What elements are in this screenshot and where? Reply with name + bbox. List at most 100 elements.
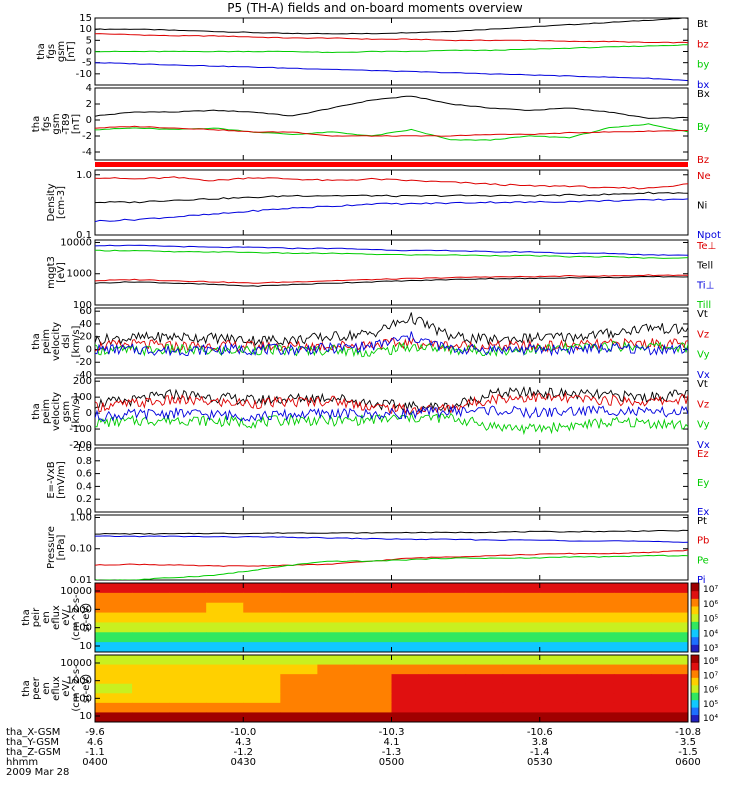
ytick-label: 100 xyxy=(73,623,92,634)
ytick-label: 1.0 xyxy=(76,170,92,181)
heat-cell xyxy=(280,622,318,633)
heat-cell xyxy=(206,655,244,666)
series-Vt xyxy=(95,385,688,414)
heat-cell xyxy=(391,612,430,623)
heat-cell xyxy=(354,683,392,694)
ylabel-line: [nT] xyxy=(66,41,77,61)
heat-cell xyxy=(650,592,689,604)
colorbar-frame xyxy=(690,654,700,723)
heat-cell xyxy=(206,712,244,723)
heat-cell xyxy=(465,592,504,604)
series-bx xyxy=(95,62,688,82)
colorbar-segment xyxy=(691,583,699,592)
heat-cell xyxy=(576,712,615,723)
heat-cell xyxy=(169,664,207,675)
ephemeris-value: -10.6 xyxy=(527,727,553,738)
heat-cell xyxy=(206,612,244,623)
ephemeris-value: -1.5 xyxy=(678,747,698,758)
ytick-label: 20 xyxy=(79,332,92,343)
legend-Bt: Bt xyxy=(697,19,708,30)
heat-cell xyxy=(95,642,133,653)
ephemeris-value: 0600 xyxy=(675,757,700,768)
colorbar-segment xyxy=(691,613,699,622)
heat-cell xyxy=(354,642,392,653)
heat-cell xyxy=(465,683,504,694)
legend-Ni: Ni xyxy=(697,201,707,212)
ephemeris-value: -9.6 xyxy=(85,727,105,738)
heat-cell xyxy=(317,642,355,653)
heat-cell xyxy=(169,702,207,713)
heat-cell xyxy=(243,632,281,643)
ylabel-p6: thapeimvelocitygsm[km/s] xyxy=(31,392,82,431)
heat-cell xyxy=(243,592,281,604)
ylabel-line: tha xyxy=(36,43,47,59)
ylabel-line: [km/s] xyxy=(71,395,82,427)
heat-cell xyxy=(132,602,170,614)
heat-cell xyxy=(428,674,467,685)
ytick-label: 0.8 xyxy=(76,456,92,467)
heat-cell xyxy=(317,622,355,633)
heat-cell xyxy=(169,622,207,633)
legend-Pe: Pe xyxy=(697,555,709,566)
heat-cell xyxy=(428,712,467,723)
panel-frame xyxy=(94,447,689,513)
colorbar-label: 10³ xyxy=(703,644,718,654)
ylabel-line: [eV] xyxy=(56,262,67,283)
heat-cell xyxy=(280,693,318,704)
colorbar-segment xyxy=(691,669,699,678)
heat-cell xyxy=(354,592,392,604)
heat-cell xyxy=(169,683,207,694)
ephemeris-value: 4.1 xyxy=(384,737,400,748)
ytick-label: 0.4 xyxy=(76,481,92,492)
series-Vt xyxy=(95,312,688,347)
heat-cell xyxy=(280,612,318,623)
heat-cell xyxy=(465,664,504,675)
ytick-label: 100 xyxy=(73,300,92,311)
heat-cell xyxy=(576,632,615,643)
colorbar-label: 10⁵ xyxy=(703,700,718,710)
heat-cell xyxy=(539,592,578,604)
heat-cell xyxy=(465,632,504,643)
ytick-label: 10000 xyxy=(60,237,92,248)
heat-cell xyxy=(354,583,392,594)
heat-cell xyxy=(317,655,355,666)
ephemeris-value: 0530 xyxy=(527,757,552,768)
heat-cell xyxy=(539,712,578,723)
heat-cell xyxy=(354,702,392,713)
heat-cell xyxy=(132,693,170,704)
legend-Ti⊥: Ti⊥ xyxy=(696,280,714,291)
ytick-label: 10 xyxy=(79,641,92,652)
heat-cell xyxy=(169,712,207,723)
heat-cell xyxy=(428,702,467,713)
heat-cell xyxy=(539,683,578,694)
ylabel-line: velocity xyxy=(51,322,62,361)
heat-cell xyxy=(391,592,430,604)
heat-cell xyxy=(169,583,207,594)
ephemeris-label: tha_Z-GSM xyxy=(6,747,61,758)
series-Te⊥ xyxy=(95,274,688,284)
series-Pe xyxy=(95,554,688,580)
heat-cell xyxy=(428,664,467,675)
series-Vz xyxy=(95,391,688,416)
heat-cell xyxy=(280,583,318,594)
heat-cell xyxy=(613,683,652,694)
colorbar-segment xyxy=(691,684,699,693)
heat-cell xyxy=(95,583,133,594)
heat-cell xyxy=(243,583,281,594)
panel-frame xyxy=(94,514,689,581)
panel-frame xyxy=(94,87,689,161)
heat-cell xyxy=(576,602,615,614)
heat-cell xyxy=(354,664,392,675)
ephemeris-value: 0500 xyxy=(379,757,404,768)
series-bz xyxy=(95,33,688,44)
heat-cell xyxy=(243,664,281,675)
colorbar-label: 10⁶ xyxy=(703,600,718,610)
heat-cell xyxy=(243,612,281,623)
ephemeris-table: tha_X-GSM -9.6 -10.0 -10.3 -10.6 -10.8 tha_Y-G… xyxy=(6,727,701,768)
ytick-label: 5 xyxy=(86,35,92,46)
legend-Bx: Bx xyxy=(697,89,710,100)
ylabel-line: eV/ xyxy=(61,609,72,626)
ytick-label: -100 xyxy=(69,424,92,435)
panel-p7: 1.0 0.8 0.60.4 0.2 0.0 E=-VxB[mV/m] Ez Ey Ex xyxy=(46,443,709,518)
ylabel-line: peim xyxy=(41,329,52,354)
